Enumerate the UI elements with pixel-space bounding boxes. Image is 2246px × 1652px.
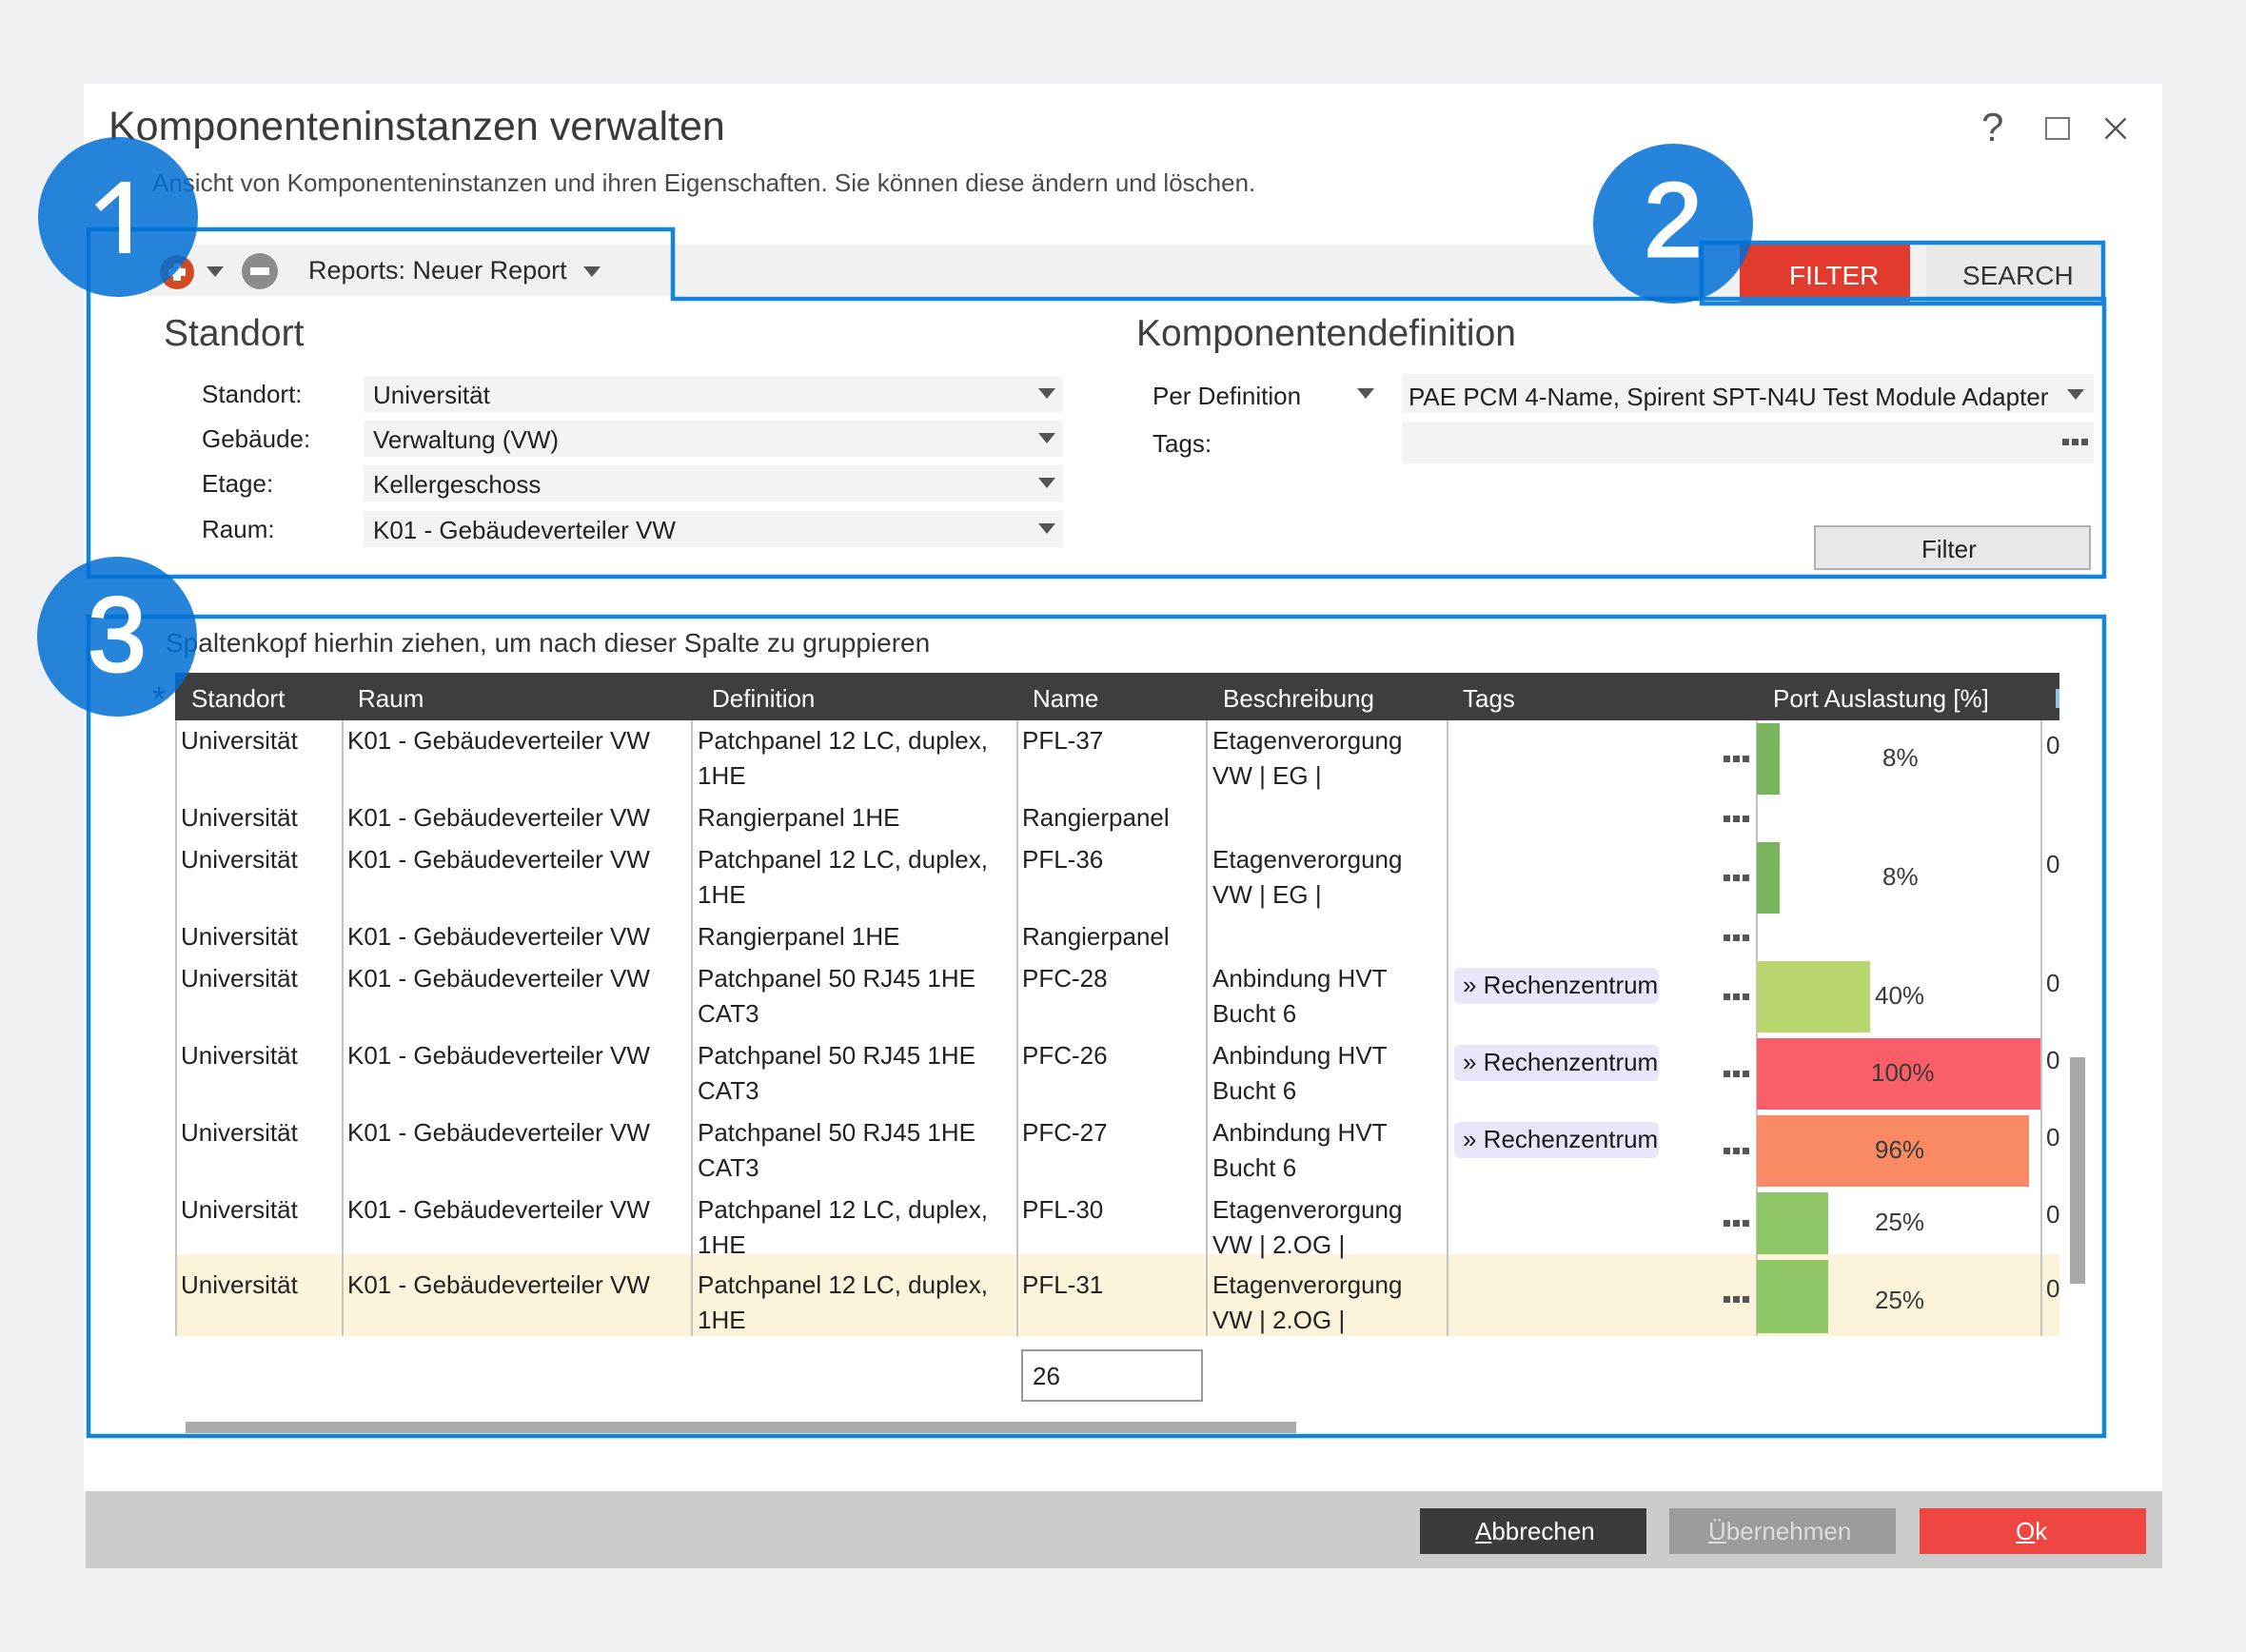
svg-text:2: 2 <box>1644 162 1702 279</box>
svg-text:3: 3 <box>88 577 146 694</box>
